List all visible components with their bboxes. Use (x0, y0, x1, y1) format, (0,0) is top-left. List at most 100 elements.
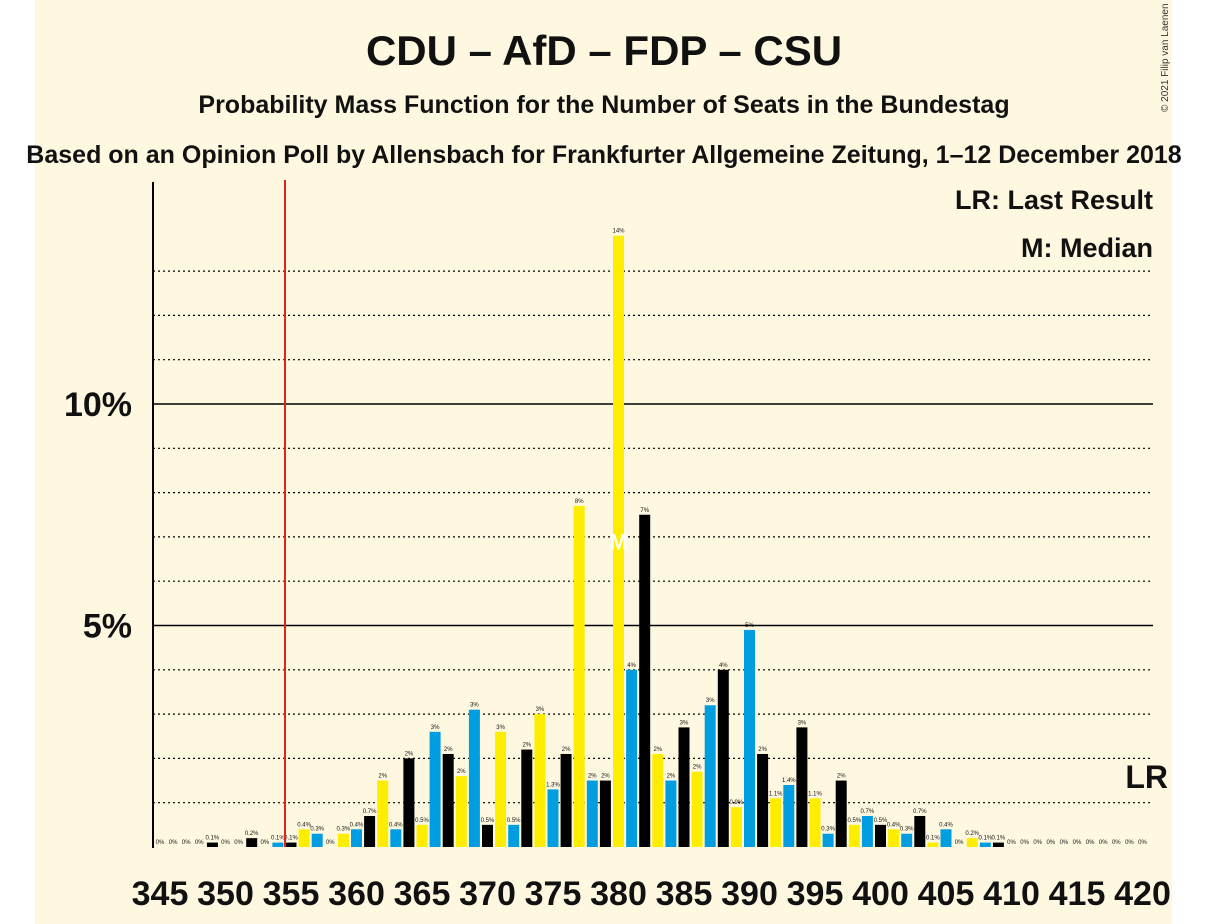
bar-label-377: 8% (575, 499, 584, 505)
bar-seats-393 (783, 784, 795, 847)
bar-seats-388 (717, 669, 729, 847)
x-tick-label: 395 (787, 875, 844, 913)
bar-seats-355 (285, 842, 297, 847)
bar-label-351: 0% (234, 840, 243, 846)
x-tick-label: 375 (525, 875, 582, 913)
bar-seats-367 (442, 753, 454, 847)
bar-label-346: 0% (169, 840, 178, 846)
bar-label-402: 0.3% (900, 827, 914, 833)
bar-label-384: 2% (667, 774, 676, 780)
bar-label-357: 0.3% (310, 827, 324, 833)
bar-seats-405 (940, 829, 952, 847)
bar-seats-366 (429, 731, 441, 847)
bar-label-372: 0.5% (507, 818, 521, 824)
legend-last-result: LR: Last Result (955, 185, 1153, 215)
bar-label-420: 0% (1138, 840, 1147, 846)
x-tick-label: 400 (852, 875, 909, 913)
bar-label-380: 14% (612, 229, 625, 235)
x-tick-label: 350 (197, 875, 254, 913)
bar-seats-384 (665, 780, 677, 847)
bar-label-385: 3% (680, 720, 689, 726)
bar-label-347: 0% (182, 840, 191, 846)
bar-label-365: 0.5% (415, 818, 429, 824)
bar-label-371: 3% (496, 725, 505, 731)
bar-label-349: 0.1% (206, 836, 220, 842)
bar-seats-408 (979, 842, 991, 847)
bar-label-388: 4% (719, 663, 728, 669)
bar-label-403: 0.7% (913, 809, 927, 815)
bar-label-387: 3% (706, 698, 715, 704)
bar-seats-356 (298, 829, 310, 847)
bar-seats-397 (835, 780, 847, 847)
bar-label-399: 0.7% (861, 809, 875, 815)
bar-seats-362 (377, 780, 389, 847)
bar-label-406: 0% (955, 840, 964, 846)
bar-seats-349 (206, 842, 218, 847)
bar-seats-377 (573, 505, 585, 847)
bar-label-369: 3% (470, 703, 479, 709)
bar-label-396: 0.3% (821, 827, 835, 833)
bar-label-386: 2% (693, 765, 702, 771)
x-tick-label: 345 (132, 875, 189, 913)
bar-label-411: 0% (1020, 840, 1029, 846)
bar-seats-400 (875, 824, 886, 847)
bar-label-415: 0% (1073, 840, 1082, 846)
x-tick-label: 410 (983, 875, 1040, 913)
bar-label-391: 2% (758, 747, 767, 753)
bar-label-373: 2% (522, 743, 531, 749)
x-tick-label: 360 (328, 875, 385, 913)
median-marker: M (609, 529, 627, 554)
bar-seats-369 (468, 709, 480, 847)
bar-seats-368 (455, 776, 467, 847)
bar-seats-378 (586, 780, 598, 847)
bar-label-419: 0% (1125, 840, 1134, 846)
bar-label-404: 0.1% (926, 836, 940, 842)
bar-label-366: 3% (431, 725, 440, 731)
y-tick-labels: 5% 10% (64, 386, 132, 646)
bar-label-398: 0.5% (847, 818, 861, 824)
bar-seats-361 (364, 815, 376, 847)
bar-label-413: 0% (1046, 840, 1055, 846)
x-tick-label: 390 (721, 875, 778, 913)
x-tick-label: 370 (459, 875, 516, 913)
bar-label-416: 0% (1086, 840, 1095, 846)
bar-label-356: 0.4% (297, 822, 311, 828)
bar-label-358: 0% (326, 840, 335, 846)
bar-label-375: 1.3% (546, 782, 560, 788)
bar-label-389: 0.9% (730, 800, 744, 806)
x-tick-label: 420 (1114, 875, 1171, 913)
bar-seats-364 (403, 758, 415, 847)
bar-label-354: 0.1% (271, 836, 285, 842)
bar-label-353: 0% (260, 840, 269, 846)
x-tick-label: 380 (590, 875, 647, 913)
bar-label-352: 0.2% (245, 831, 259, 837)
bar-label-368: 2% (457, 769, 466, 775)
bar-label-410: 0% (1007, 840, 1016, 846)
bar-label-414: 0% (1060, 840, 1069, 846)
bar-label-397: 2% (837, 774, 846, 780)
bar-seats-379 (599, 780, 611, 847)
bar-label-359: 0.3% (337, 827, 351, 833)
bar-seats-401 (888, 829, 900, 847)
x-tick-label: 385 (656, 875, 713, 913)
chart-subtitle-source: Based on an Opinion Poll by Allensbach f… (26, 141, 1181, 169)
bar-label-378: 2% (588, 774, 597, 780)
bar-label-376: 2% (562, 747, 571, 753)
copyright-note: © 2021 Filip van Laenen (1160, 3, 1171, 112)
x-tick-label: 365 (394, 875, 451, 913)
bar-seats-394 (796, 727, 808, 847)
chart-background (35, 0, 1172, 924)
bar-label-367: 2% (444, 747, 453, 753)
bar-seats-382 (639, 514, 651, 847)
bar-label-345: 0% (156, 840, 165, 846)
bar-label-374: 3% (536, 707, 545, 713)
bar-label-401: 0.4% (887, 822, 901, 828)
bar-label-412: 0% (1033, 840, 1042, 846)
x-tick-label: 355 (263, 875, 320, 913)
bar-seats-357 (311, 833, 323, 847)
bar-seats-372 (508, 824, 520, 847)
bar-label-400: 0.5% (874, 818, 888, 824)
bar-seats-363 (390, 829, 402, 847)
bar-seats-387 (704, 705, 716, 847)
bar-seats-360 (351, 829, 362, 847)
